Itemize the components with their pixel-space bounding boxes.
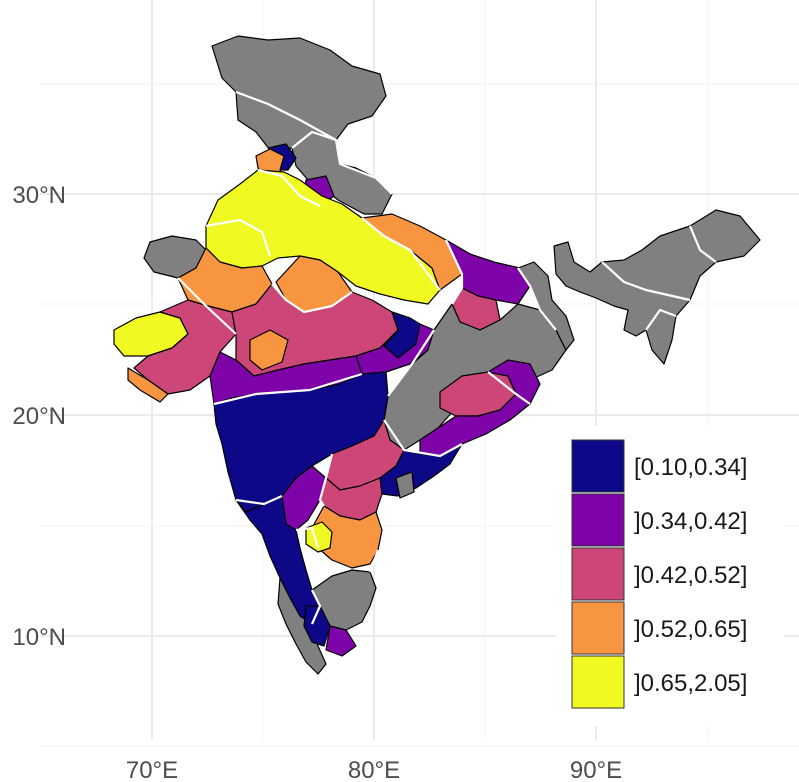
legend-label: ]0.42,0.52] bbox=[634, 562, 747, 589]
region-gujarat-pink bbox=[133, 299, 237, 395]
y-tick-label: 10°N bbox=[12, 624, 66, 651]
legend-label: ]0.52,0.65] bbox=[634, 616, 747, 643]
legend-item: ]0.52,0.65] bbox=[571, 601, 747, 655]
legend-key bbox=[571, 655, 625, 709]
region-kerala-gray bbox=[277, 577, 327, 675]
y-tick-label: 30°N bbox=[12, 182, 66, 209]
y-axis: 30°N 20°N 10°N bbox=[12, 182, 66, 651]
x-tick-label: 90°E bbox=[570, 757, 622, 782]
region-punjab-blue bbox=[267, 143, 297, 171]
legend-label: ]0.65,2.05] bbox=[634, 670, 747, 697]
legend-key bbox=[571, 601, 625, 655]
x-tick-label: 80°E bbox=[348, 757, 400, 782]
india-districts bbox=[113, 35, 761, 675]
legend-key bbox=[571, 547, 625, 601]
region-northeast-gray bbox=[553, 209, 761, 365]
y-tick-label: 20°N bbox=[12, 403, 66, 430]
legend-key bbox=[571, 439, 625, 493]
region-odisha-purple bbox=[487, 359, 541, 405]
legend-item: ]0.65,2.05] bbox=[571, 655, 747, 709]
region-mp-blue bbox=[383, 311, 421, 359]
region-gujarat-orange bbox=[127, 367, 169, 403]
legend-key bbox=[571, 493, 625, 547]
region-tamilnadu-purple bbox=[325, 625, 357, 657]
legend-label: ]0.34,0.42] bbox=[634, 508, 747, 535]
legend-label: [0.10,0.34] bbox=[634, 454, 747, 481]
legend-item: ]0.42,0.52] bbox=[571, 547, 747, 601]
x-tick-label: 70°E bbox=[126, 757, 178, 782]
region-northwest-yellow bbox=[205, 169, 441, 305]
region-north-kashmir bbox=[211, 35, 387, 151]
legend: [0.10,0.34] ]0.34,0.42] ]0.42,0.52] ]0.5… bbox=[556, 426, 784, 726]
region-ap-gray bbox=[395, 471, 415, 499]
x-axis: 70°E 80°E 90°E bbox=[126, 757, 622, 782]
legend-item: [0.10,0.34] bbox=[571, 439, 747, 493]
legend-item: ]0.34,0.42] bbox=[571, 493, 747, 547]
region-mp-orange bbox=[249, 329, 289, 371]
state-borders bbox=[177, 90, 717, 625]
